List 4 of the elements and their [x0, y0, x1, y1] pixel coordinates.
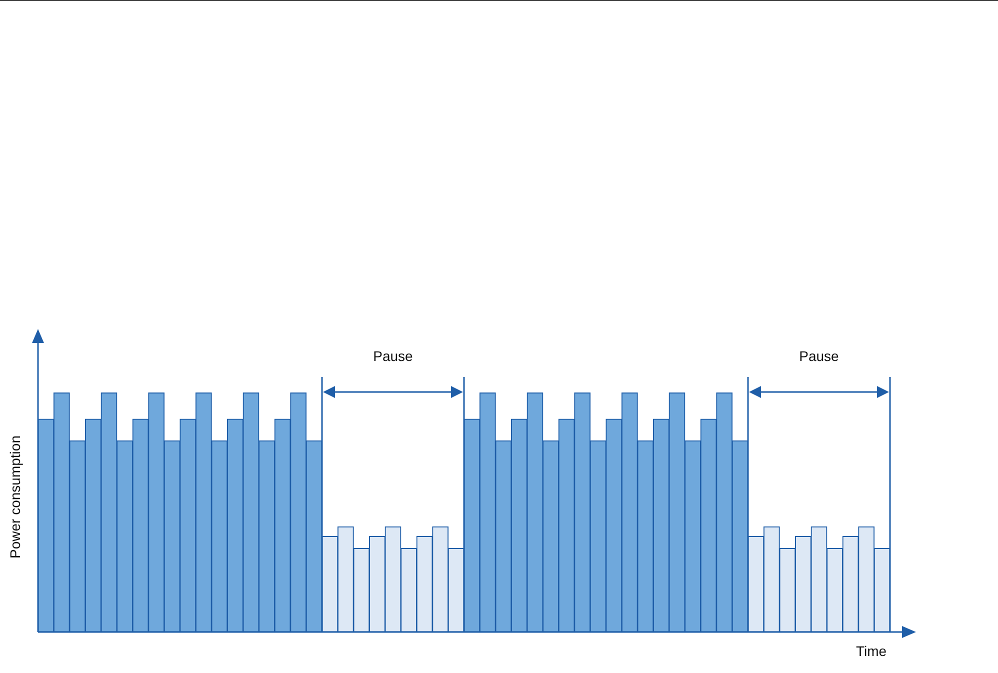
text: Pause	[373, 348, 413, 364]
y-axis-title: Power consumption	[7, 436, 23, 558]
x-axis-title: Time	[856, 643, 887, 659]
text: Pause	[799, 348, 839, 364]
